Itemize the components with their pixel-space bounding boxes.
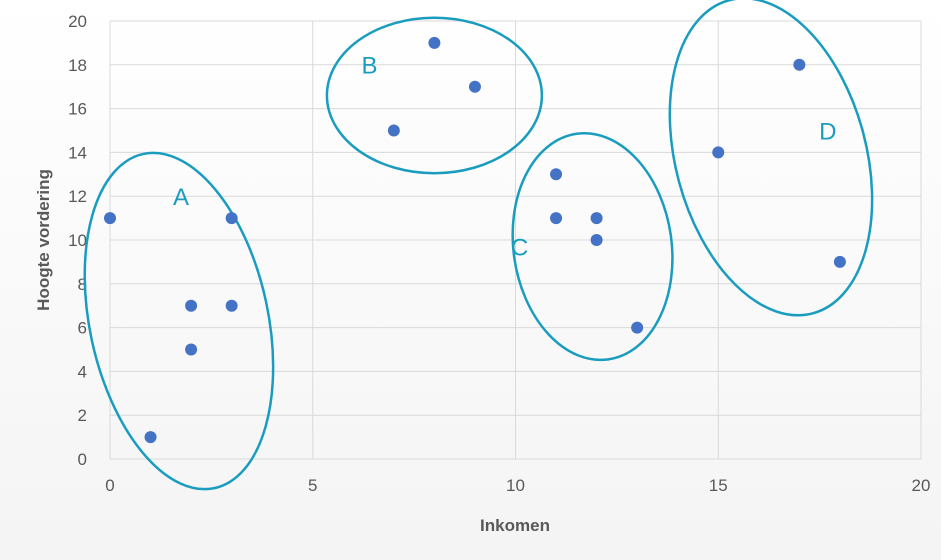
x-tick-label: 5 bbox=[308, 476, 317, 495]
data-point bbox=[590, 212, 603, 225]
data-point bbox=[387, 124, 400, 137]
data-point bbox=[833, 255, 846, 268]
data-points bbox=[104, 36, 846, 444]
y-tick-label: 10 bbox=[68, 231, 87, 250]
cluster-annotations: A B C D bbox=[83, 0, 874, 491]
data-point bbox=[550, 212, 563, 225]
data-point bbox=[428, 36, 441, 49]
y-tick-label: 12 bbox=[68, 187, 87, 206]
data-point bbox=[104, 212, 116, 225]
data-point bbox=[550, 168, 563, 181]
tick-labels: 0 5 10 15 20 0 2 4 6 8 10 12 14 16 18 20 bbox=[68, 12, 930, 495]
data-point bbox=[225, 299, 238, 312]
data-point bbox=[590, 234, 603, 246]
y-tick-label: 18 bbox=[68, 56, 87, 75]
y-tick-label: 2 bbox=[78, 406, 87, 425]
data-point bbox=[712, 146, 725, 159]
cluster-label-d: D bbox=[819, 118, 836, 145]
y-tick-label: 0 bbox=[78, 450, 87, 469]
y-axis-title: Hoogte vordering bbox=[34, 169, 53, 311]
cluster-label-a: A bbox=[173, 184, 189, 211]
x-tick-label: 15 bbox=[709, 476, 728, 495]
y-tick-label: 14 bbox=[68, 143, 87, 162]
y-tick-label: 16 bbox=[68, 100, 87, 119]
data-point bbox=[225, 212, 238, 225]
x-tick-label: 20 bbox=[912, 476, 931, 495]
y-tick-label: 8 bbox=[78, 275, 87, 294]
cluster-label-b: B bbox=[362, 53, 378, 80]
cluster-label-c: C bbox=[511, 234, 528, 261]
x-axis-title: Inkomen bbox=[480, 516, 550, 535]
cluster-ellipse-d bbox=[668, 0, 874, 317]
cluster-ellipse-b bbox=[325, 16, 544, 175]
data-point bbox=[185, 299, 198, 312]
y-tick-label: 4 bbox=[78, 362, 87, 381]
y-tick-label: 6 bbox=[78, 319, 87, 338]
cluster-ellipse-c bbox=[511, 132, 674, 362]
data-point bbox=[185, 343, 198, 356]
y-tick-label: 20 bbox=[68, 12, 87, 31]
x-tick-label: 0 bbox=[105, 476, 114, 495]
data-point bbox=[631, 321, 644, 334]
data-point bbox=[144, 431, 157, 444]
cluster-ellipse-a bbox=[83, 151, 275, 491]
data-point bbox=[793, 58, 806, 71]
x-tick-label: 10 bbox=[506, 476, 525, 495]
data-point bbox=[468, 80, 481, 93]
